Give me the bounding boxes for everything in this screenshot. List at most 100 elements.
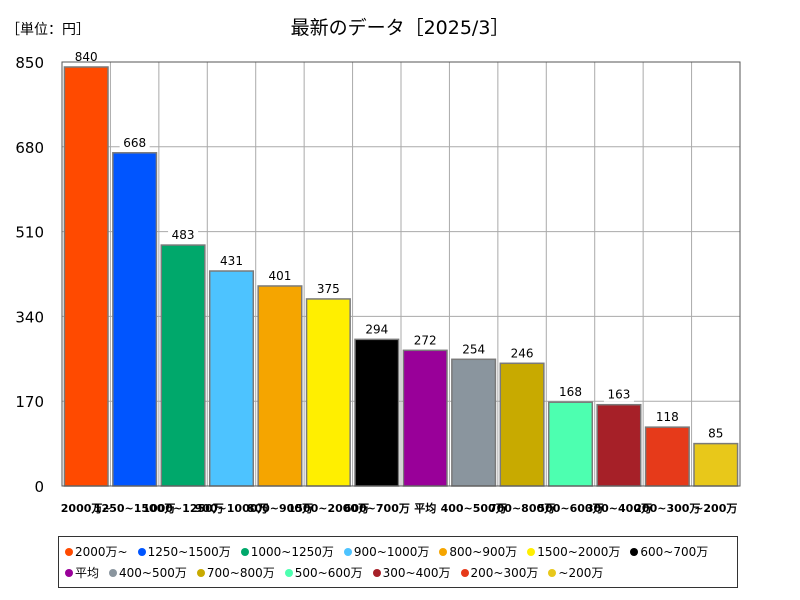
data-label-bg (361, 321, 392, 337)
x-tick-label: 700~800万 (489, 502, 555, 515)
data-label: 483 (172, 228, 195, 242)
legend-marker (343, 547, 352, 556)
legend-marker (65, 568, 73, 577)
data-label: 401 (268, 269, 291, 283)
data-label: 254 (462, 342, 485, 356)
data-label: 431 (220, 254, 243, 268)
legend-item: 1500~2000万 (527, 541, 620, 562)
legend-label: 400~500万 (119, 566, 187, 580)
legend-marker (548, 568, 557, 577)
data-labels: 840 668 483 431 401 375 294 272 254 246 168 163 118 8… (71, 48, 727, 441)
data-label-bg (555, 384, 586, 400)
legend-label: 300~400万 (382, 566, 451, 580)
data-label-bg (313, 280, 344, 296)
legend-item: 平均 (65, 562, 99, 583)
y-tick-label: 340 (15, 308, 44, 326)
data-label-bg (264, 267, 295, 283)
x-tick-label: 200~300万 (634, 502, 700, 515)
legend-item: ~200万 (548, 562, 603, 583)
legend-item: 600~700万 (630, 541, 708, 562)
y-tick-label: 170 (15, 393, 44, 411)
data-label-bg (458, 341, 489, 357)
x-axis: 2000万~1250~1500万1000~1250万900~1000万800~9… (61, 501, 738, 515)
legend-item: 800~900万 (439, 541, 517, 562)
data-label-bg (71, 48, 102, 64)
legend-marker (439, 547, 448, 556)
legend-label: 800~900万 (449, 545, 518, 559)
legend-label: 700~800万 (206, 566, 275, 580)
x-tick-label: 800~900万 (247, 502, 313, 515)
x-tick-label: 900~1000万 (195, 502, 269, 515)
data-label: 668 (123, 136, 146, 150)
legend-label: 600~700万 (640, 545, 709, 559)
legend-marker (65, 547, 73, 556)
legend-item: 1250~1500万 (137, 541, 231, 562)
legend-item: 500~600万 (284, 562, 363, 583)
data-label: 118 (656, 410, 679, 424)
bars (63, 66, 739, 487)
legend-label: 900~1000万 (353, 545, 430, 559)
data-label-bg (704, 425, 727, 441)
legend-marker (196, 568, 205, 577)
y-axis: 0 170 340 510 680 850 (15, 54, 44, 496)
x-tick-label: ~200万 (694, 502, 737, 515)
legend-marker (460, 568, 469, 577)
legend-label: 500~600万 (294, 566, 363, 580)
x-tick-label: 500~600万 (537, 502, 603, 515)
legend-label: 200~300万 (470, 566, 539, 580)
data-label-bg (168, 227, 199, 243)
legend-marker (372, 568, 381, 577)
legend-item: 300~400万 (372, 562, 451, 583)
data-label-bg (119, 134, 150, 150)
y-tick-label: 850 (15, 54, 44, 72)
x-tick-label: 600~700万 (344, 502, 410, 515)
data-label: 168 (559, 385, 582, 399)
data-label-bg (652, 409, 683, 425)
bar (208, 270, 255, 487)
x-tick-label: 1250~1500万 (94, 502, 175, 515)
legend-item: 700~800万 (196, 562, 275, 583)
legend-marker (109, 568, 118, 577)
x-tick-label: 平均 (414, 501, 436, 515)
data-label-bg (507, 345, 538, 361)
bar (63, 66, 109, 487)
bar (451, 358, 497, 487)
data-label: 85 (708, 427, 723, 441)
x-tick-label: 300~400万 (586, 502, 652, 515)
bar (257, 285, 303, 487)
data-label: 840 (75, 50, 98, 64)
data-label: 375 (317, 282, 340, 296)
legend-label: 平均 (75, 566, 100, 580)
bar (596, 403, 642, 487)
x-tick-label: 400~500万 (441, 502, 507, 515)
bar (402, 349, 448, 487)
plot-area (61, 61, 741, 487)
legend: 2000万~ 1250~1500万 1000~1250万 900~1000万 800~9… (58, 536, 738, 588)
data-label: 163 (607, 388, 630, 402)
legend-label: 1000~1250万 (250, 545, 334, 559)
y-tick-label: 0 (34, 478, 44, 496)
bar (499, 362, 545, 487)
data-label: 272 (414, 333, 437, 347)
x-tick-label: 1000~1250万 (142, 502, 223, 515)
y-tick-label: 680 (15, 139, 44, 157)
legend-item: 900~1000万 (343, 541, 430, 562)
legend-item: 1000~1250万 (240, 541, 334, 562)
legend-label: 2000万~ (75, 545, 128, 559)
legend-marker (284, 568, 293, 577)
data-label-bg (216, 253, 247, 269)
chart-title: 最新のデータ［2025/3］ (291, 17, 510, 39)
bar (112, 152, 158, 487)
bar (693, 442, 739, 487)
legend-item: 400~500万 (109, 562, 187, 583)
bar (547, 401, 594, 487)
legend-label: 1500~2000万 (537, 545, 621, 559)
x-tick-label: 1500~2000万 (288, 502, 369, 515)
data-label: 246 (511, 346, 534, 360)
legend-item: 2000万~ (65, 541, 128, 562)
bar (160, 244, 206, 487)
bar (305, 298, 351, 487)
bar (644, 426, 690, 487)
legend-marker (240, 547, 249, 556)
